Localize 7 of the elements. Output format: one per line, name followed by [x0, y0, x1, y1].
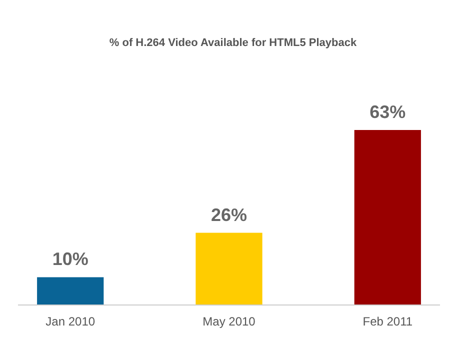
x-tick-label: Feb 2011: [362, 314, 413, 329]
data-label: 63%: [370, 102, 406, 122]
x-tick-label: May 2010: [202, 314, 256, 329]
data-label: 26%: [210, 204, 248, 225]
data-label: 10%: [52, 249, 88, 270]
chart-title: % of H.264 Video Available for HTML5 Playback: [109, 37, 358, 49]
x-tick-label: Jan 2010: [46, 314, 96, 329]
